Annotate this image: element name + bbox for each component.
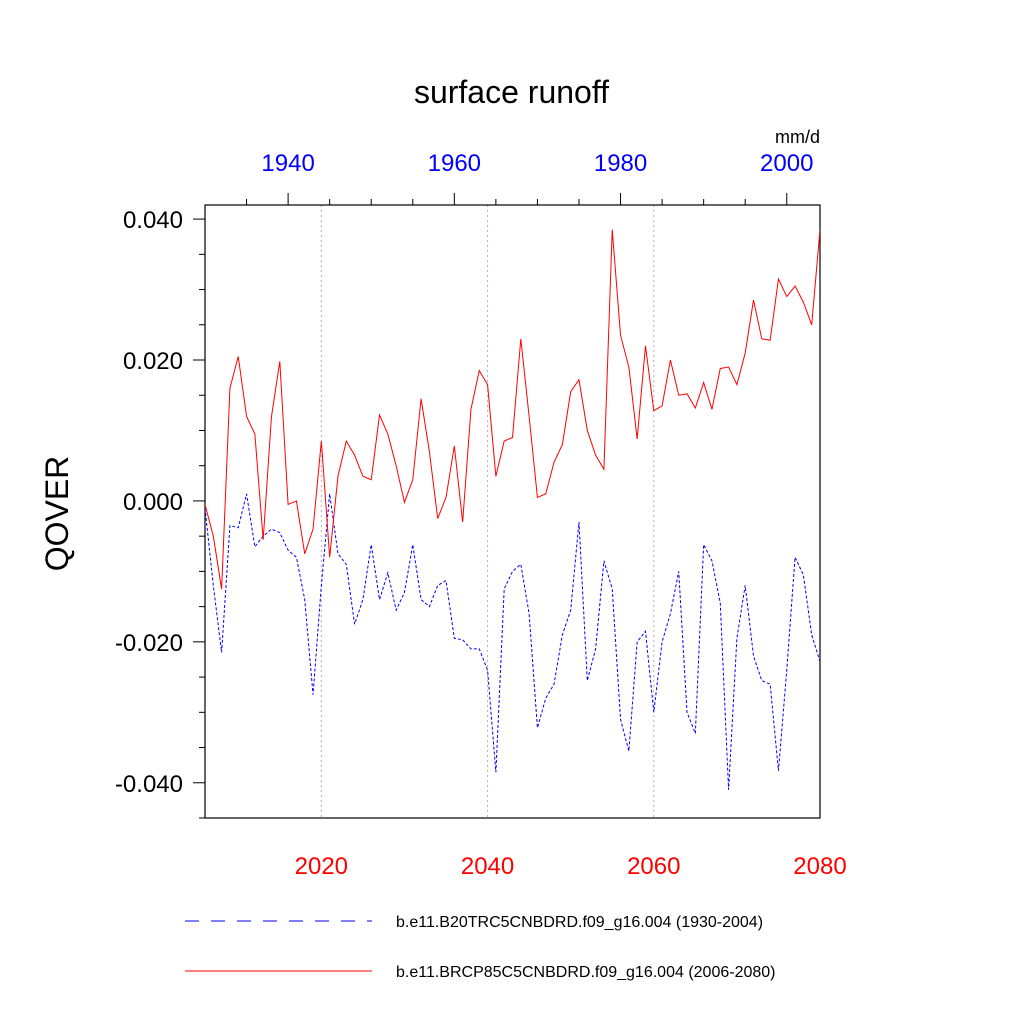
- bottom-tick-label: 2040: [461, 853, 514, 880]
- legend-label: b.e11.BRCP85C5CNBDRD.f09_g16.004 (2006-2…: [396, 964, 775, 981]
- top-tick-label: 1960: [428, 150, 481, 177]
- chart-title: surface runoff: [414, 74, 609, 110]
- bottom-tick-label: 2020: [295, 853, 348, 880]
- y-tick-label: 0.040: [123, 207, 183, 234]
- top-tick-label: 1940: [261, 150, 314, 177]
- series-line-rcp85: [205, 229, 820, 590]
- top-tick-label: 2000: [760, 150, 813, 177]
- y-tick-label: -0.020: [115, 630, 183, 657]
- y-tick-label: 0.000: [123, 489, 183, 516]
- y-axis-label: QOVER: [39, 456, 75, 572]
- y-tick-label: 0.020: [123, 348, 183, 375]
- top-tick-label: 1980: [594, 150, 647, 177]
- bottom-tick-label: 2060: [627, 853, 680, 880]
- bottom-tick-label: 2080: [793, 853, 846, 880]
- plot-frame: [204, 204, 821, 819]
- legend-label: b.e11.B20TRC5CNBDRD.f09_g16.004 (1930-20…: [396, 914, 763, 931]
- series-line-historical: [205, 493, 820, 790]
- y-tick-label: -0.040: [115, 771, 183, 798]
- units-label: mm/d: [775, 127, 820, 147]
